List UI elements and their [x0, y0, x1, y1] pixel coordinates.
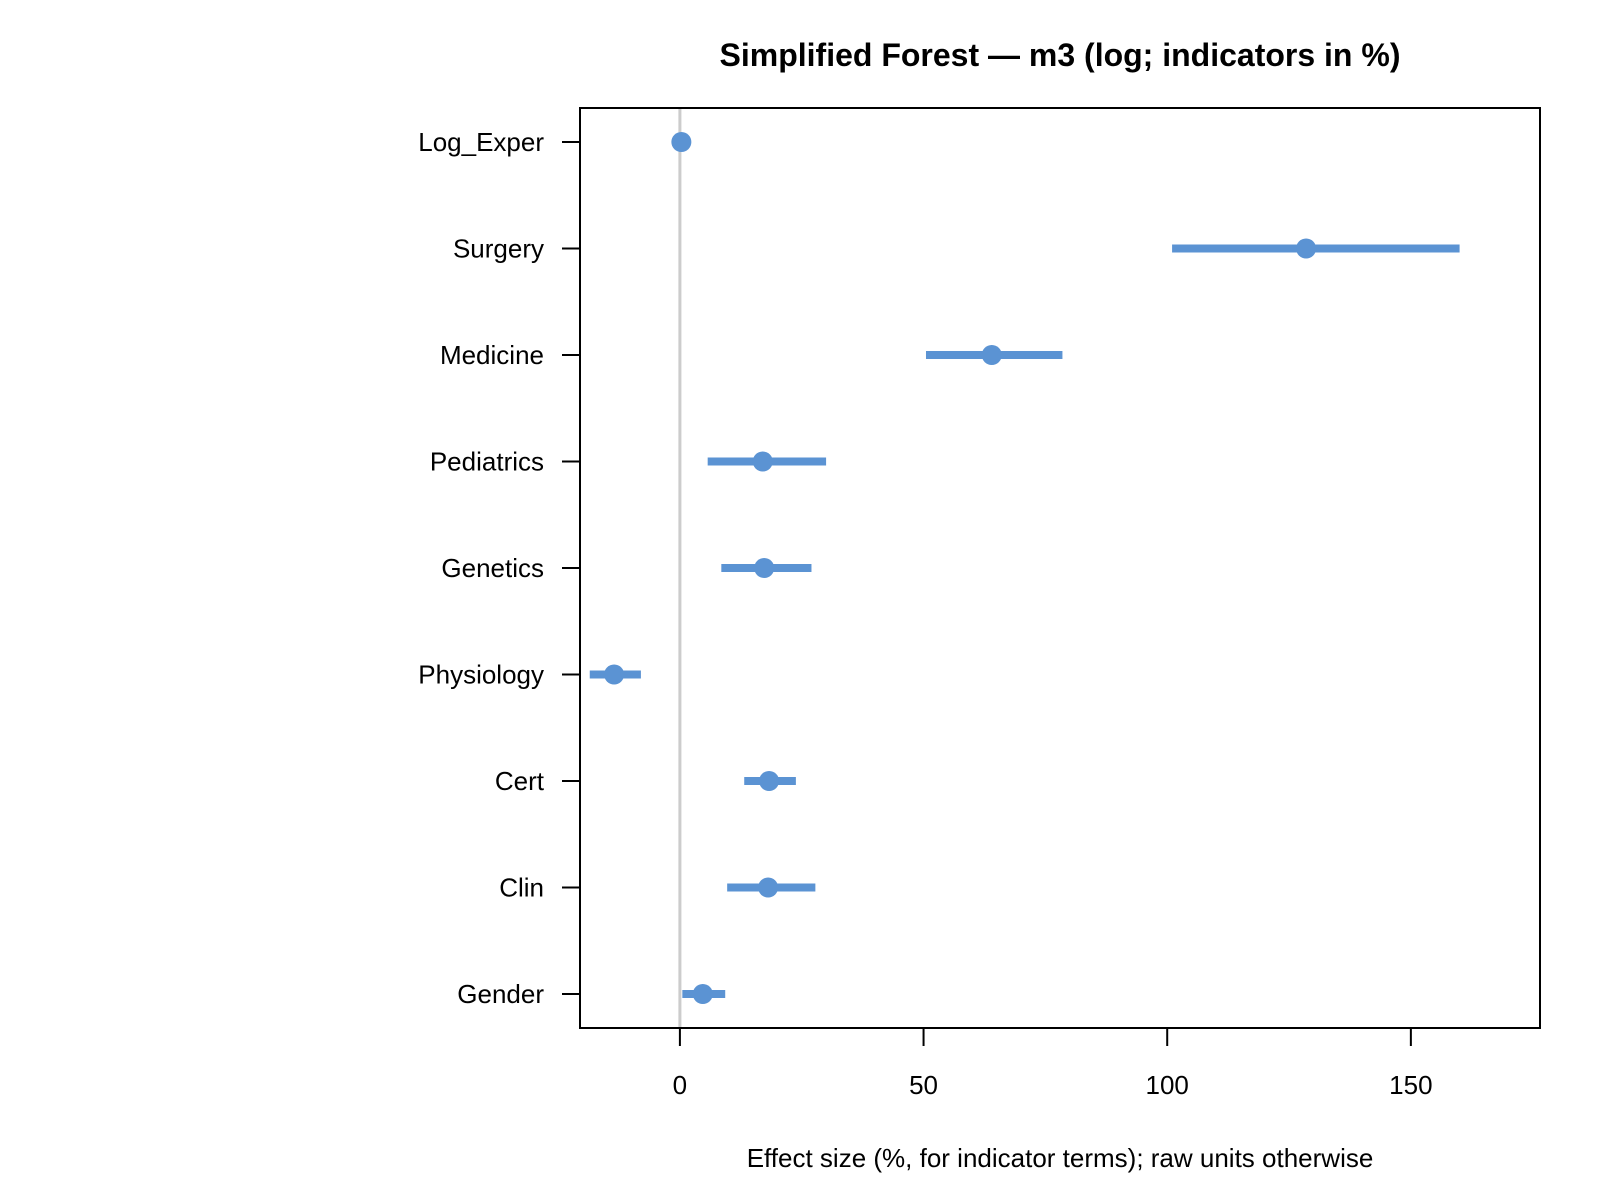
x-tick-label: 0 [673, 1070, 687, 1100]
point-physiology [604, 664, 625, 685]
point-clin [758, 877, 779, 898]
x-tick-label: 100 [1146, 1070, 1189, 1100]
x-tick-label: 150 [1389, 1070, 1432, 1100]
point-surgery [1296, 238, 1317, 259]
x-tick-label: 50 [909, 1070, 938, 1100]
point-medicine [981, 345, 1002, 365]
y-tick-label-physiology: Physiology [418, 660, 544, 690]
chart-title: Simplified Forest — m3 (log; indicators … [720, 37, 1401, 73]
point-pediatrics [752, 451, 773, 472]
point-gender [692, 984, 713, 1004]
marks-layer [589, 132, 1460, 1004]
x-axis: 0 50 100 150 [673, 1027, 1433, 1100]
y-tick-label-clin: Clin [499, 873, 544, 903]
y-tick-label-cert: Cert [495, 766, 545, 796]
y-tick-label-surgery: Surgery [453, 234, 544, 264]
y-tick-label-pediatrics: Pediatrics [430, 447, 544, 477]
point-cert [759, 771, 780, 791]
y-axis: Log_Exper Surgery Medicine Pediatrics Geneti… [418, 127, 580, 1009]
y-tick-label-gender: Gender [457, 979, 544, 1009]
y-tick-label-genetics: Genetics [441, 553, 544, 583]
x-axis-title: Effect size (%, for indicator terms); ra… [747, 1143, 1374, 1173]
point-log-exper [671, 132, 692, 152]
y-tick-label-log-exper: Log_Exper [418, 127, 544, 157]
point-genetics [754, 558, 775, 578]
y-tick-label-medicine: Medicine [440, 340, 544, 370]
